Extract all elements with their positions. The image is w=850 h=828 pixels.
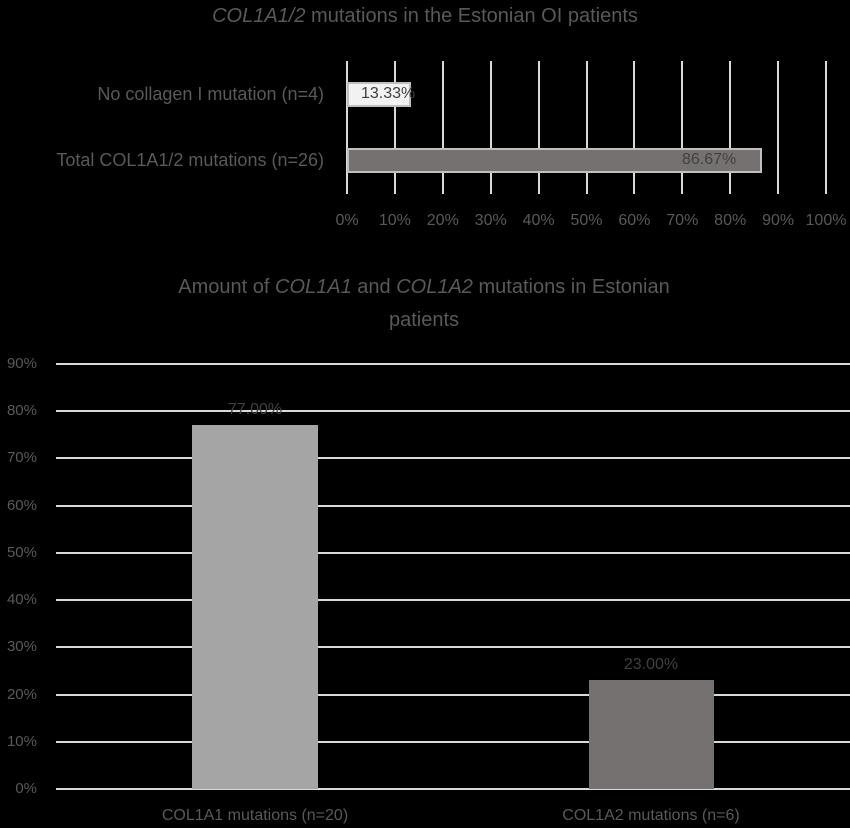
- top-gridline: [346, 61, 348, 194]
- top-category-label-0: No collagen I mutation (n=4): [97, 84, 324, 104]
- bottom-gridline: [56, 646, 850, 649]
- bottom-y-tick-label: 90%: [6, 355, 37, 372]
- bottom-title-part-4: COL1A2: [396, 276, 473, 298]
- top-x-tick-label: 40%: [522, 212, 555, 229]
- top-bar-no-collagen: [347, 82, 411, 107]
- bottom-category-label-1: COL1A2 mutations (n=6): [562, 807, 740, 824]
- bottom-chart-title-line2: patients: [388, 309, 460, 331]
- top-x-tick-label: 10%: [378, 212, 411, 229]
- bottom-y-tick-label: 70%: [6, 449, 37, 467]
- bottom-y-tick-label: 0%: [15, 780, 37, 797]
- bottom-gridline: [56, 457, 850, 460]
- top-x-tick-label: 100%: [805, 212, 847, 229]
- top-title-part-2: mutations in the Estonian OI patients: [305, 5, 638, 27]
- top-gridline: [441, 61, 444, 194]
- top-gridline: [729, 61, 732, 194]
- bottom-y-tick-label: 40%: [6, 591, 37, 609]
- top-gridline: [633, 61, 636, 194]
- bottom-data-label-0: 77.00%: [227, 401, 283, 419]
- bottom-title-part-1: Amount of: [178, 276, 275, 298]
- bottom-gridline: [56, 504, 850, 507]
- top-x-tick-label: 90%: [762, 212, 795, 229]
- top-gridline: [825, 61, 827, 194]
- top-x-tick-label: 0%: [335, 212, 359, 229]
- bottom-y-tick-label: 80%: [6, 402, 37, 420]
- bottom-title-part-5: mutations in Estonian: [472, 276, 670, 298]
- top-x-tick-label: 20%: [426, 212, 459, 229]
- top-title-part-1: COL1A1/2: [212, 5, 306, 27]
- bottom-chart-title: Amount of COL1A1 and COL1A2 mutations in…: [0, 276, 850, 299]
- top-x-tick-label: 80%: [714, 212, 747, 229]
- bottom-y-tick-label: 20%: [6, 685, 37, 703]
- top-bar-total-col1a1-2: [347, 148, 763, 173]
- top-x-tick-label: 60%: [618, 212, 651, 229]
- bottom-category-label-0: COL1A1 mutations (n=20): [161, 807, 349, 824]
- top-gridline: [681, 61, 684, 194]
- bottom-y-tick-label: 60%: [6, 496, 37, 514]
- bottom-y-tick-label: 10%: [6, 732, 37, 750]
- top-gridline: [537, 61, 540, 194]
- bottom-bar-col1a1: [192, 425, 318, 789]
- bottom-gridline: [56, 599, 850, 602]
- top-x-tick-label: 70%: [666, 212, 699, 229]
- top-data-label-1: 86.67%: [682, 151, 737, 168]
- bottom-y-tick-label: 50%: [6, 543, 37, 561]
- bottom-gridline: [56, 363, 850, 365]
- bottom-bar-col1a2: [589, 680, 714, 789]
- top-gridline: [489, 61, 492, 194]
- bottom-y-tick-label: 30%: [6, 638, 37, 656]
- top-gridline: [393, 61, 396, 194]
- top-x-tick-label: 50%: [570, 212, 603, 229]
- bottom-title-part-3: and: [351, 276, 397, 298]
- bottom-gridline: [56, 693, 850, 696]
- top-gridline: [585, 61, 588, 194]
- bottom-gridline: [56, 740, 850, 743]
- top-category-label-1: Total COL1A1/2 mutations (n=26): [56, 150, 324, 170]
- top-chart-title: COL1A1/2 mutations in the Estonian OI pa…: [0, 5, 850, 28]
- bottom-gridline: [56, 788, 850, 790]
- bottom-gridline: [56, 551, 850, 554]
- top-data-label-0: 13.33%: [361, 85, 416, 102]
- bottom-gridline: [56, 410, 850, 413]
- bottom-data-label-1: 23.00%: [623, 656, 679, 674]
- top-x-tick-label: 30%: [474, 212, 507, 229]
- bottom-title-part-2: COL1A1: [275, 276, 352, 298]
- top-gridline: [777, 61, 780, 194]
